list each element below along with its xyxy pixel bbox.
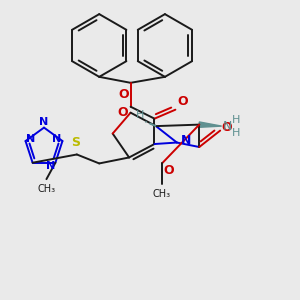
- Text: H: H: [232, 128, 241, 138]
- Text: N: N: [52, 134, 62, 144]
- Text: O: O: [118, 88, 129, 101]
- Text: N: N: [26, 134, 35, 144]
- Text: N: N: [46, 161, 55, 171]
- Text: N: N: [39, 117, 49, 127]
- Text: N: N: [182, 134, 192, 147]
- Text: CH₃: CH₃: [38, 184, 56, 194]
- Text: O: O: [222, 121, 232, 134]
- Text: H: H: [136, 110, 144, 120]
- Text: O: O: [177, 95, 188, 108]
- Text: N: N: [223, 120, 232, 133]
- Polygon shape: [199, 122, 222, 127]
- Text: H: H: [232, 115, 241, 124]
- Text: O: O: [164, 164, 174, 177]
- Text: CH₃: CH₃: [153, 189, 171, 199]
- Text: S: S: [71, 136, 80, 149]
- Text: O: O: [117, 106, 128, 119]
